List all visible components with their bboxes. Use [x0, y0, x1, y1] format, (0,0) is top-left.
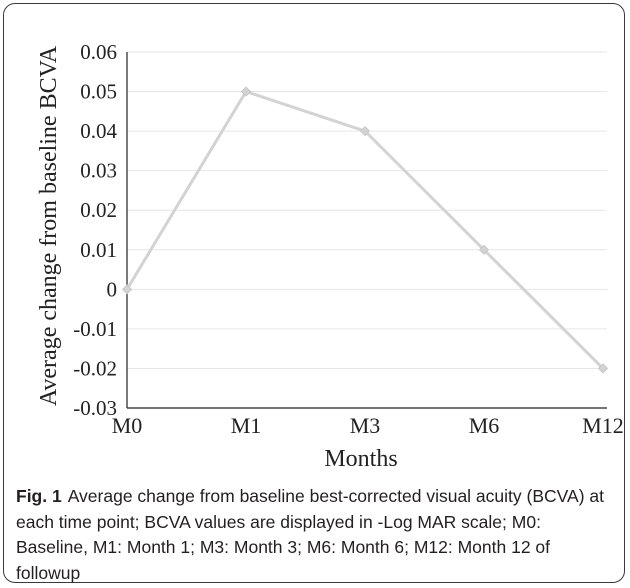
- data-point: [359, 126, 371, 137]
- axes: [126, 52, 607, 409]
- x-axis-label: Months: [324, 446, 397, 472]
- data-point: [478, 244, 490, 255]
- x-tick-labels: M0 M1 M3 M6 M12: [112, 413, 624, 438]
- x-tick-label: M12: [582, 413, 624, 438]
- x-tick-label: M1: [231, 413, 262, 438]
- x-tick-label: M3: [350, 413, 381, 438]
- line-chart: 0.06 0.05 0.04 0.03 0.02 0.01 0 -0.01 -0.02 -0.03…: [36, 40, 624, 472]
- data-point: [121, 284, 133, 295]
- y-tick-label: -0.02: [73, 356, 117, 380]
- series: [121, 86, 609, 374]
- y-tick-label: 0.06: [80, 40, 117, 64]
- y-tick-label: 0.03: [80, 159, 117, 183]
- y-tick-label: 0.04: [80, 119, 117, 143]
- y-tick-label: 0.05: [80, 80, 117, 104]
- y-tick-label: 0.01: [80, 238, 117, 262]
- y-tick-label: 0.02: [80, 198, 117, 222]
- data-point: [597, 363, 609, 374]
- x-tick-label: M0: [112, 413, 143, 438]
- caption-text: Average change from baseline best-correc…: [16, 486, 604, 583]
- figure-caption: Fig. 1 Average change from baseline best-…: [16, 484, 612, 586]
- caption-label: Fig. 1: [16, 486, 62, 506]
- y-tick-label: 0: [107, 277, 118, 301]
- y-tick-label: -0.03: [73, 396, 117, 420]
- data-point: [240, 86, 252, 97]
- gridlines: [127, 51, 607, 369]
- y-tick-labels: 0.06 0.05 0.04 0.03 0.02 0.01 0 -0.01 -0.02 -0.03: [73, 40, 117, 420]
- x-tick-label: M6: [469, 413, 500, 438]
- y-tick-label: -0.01: [73, 317, 117, 341]
- figure-frame: [3, 3, 625, 583]
- y-axis-label: Average change from baseline BCVA: [36, 45, 62, 406]
